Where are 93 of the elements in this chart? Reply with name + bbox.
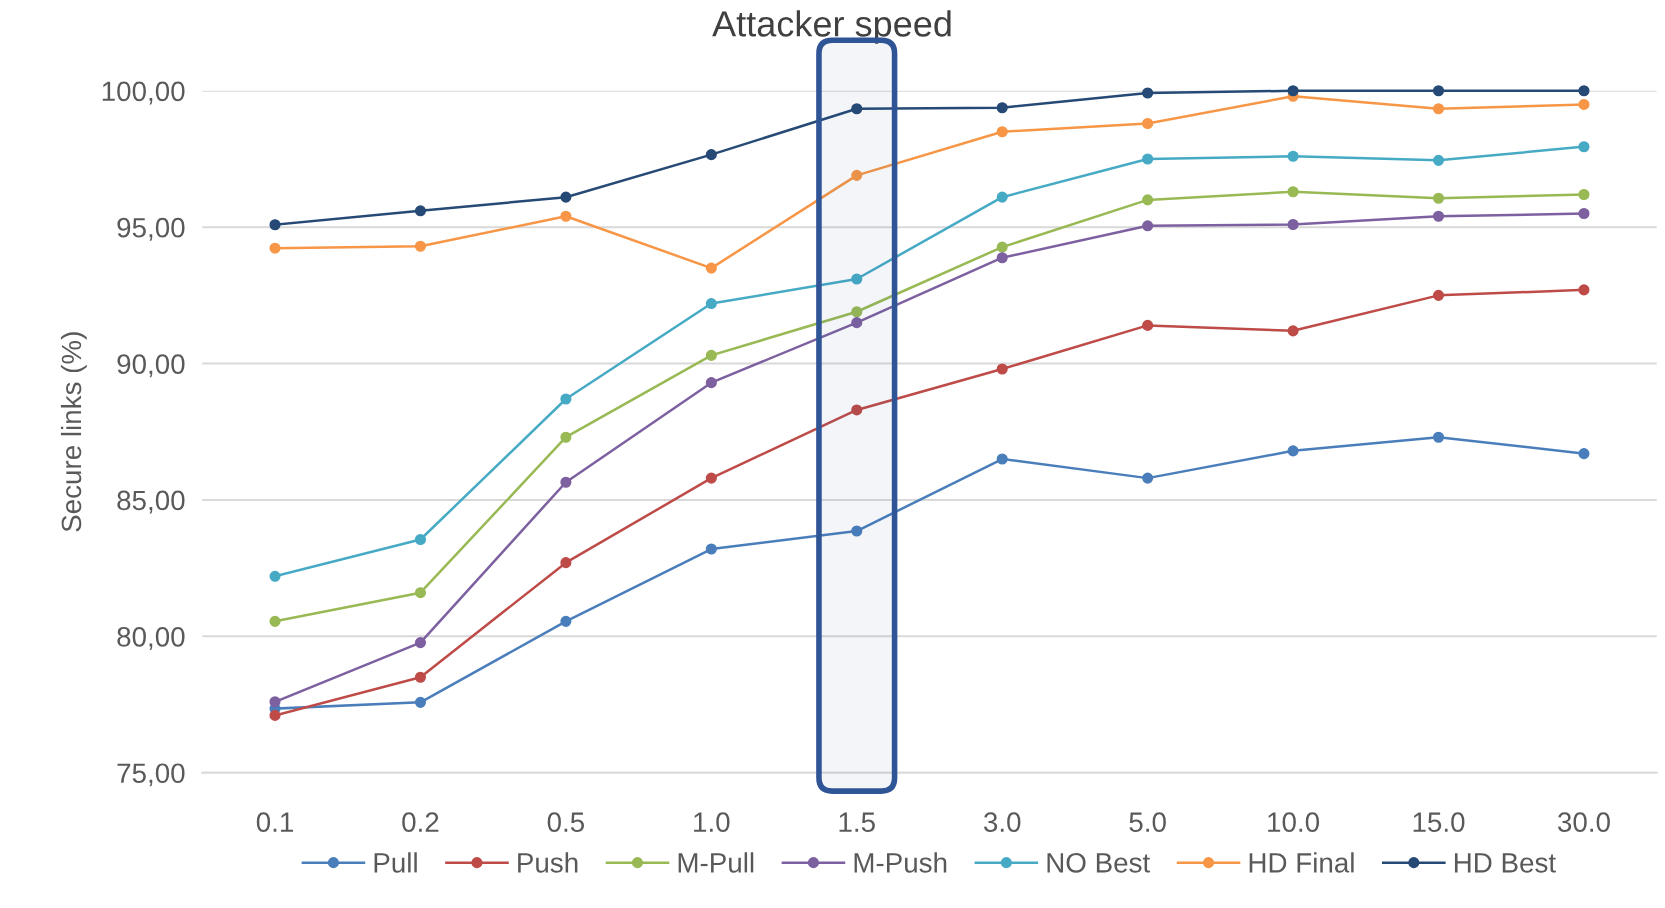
point [705, 149, 717, 161]
point [1432, 431, 1445, 443]
point [1578, 207, 1590, 220]
y-axis-title: Secure links (%) [60, 332, 87, 532]
point [1142, 220, 1154, 232]
point [1142, 87, 1154, 99]
point [1142, 472, 1154, 484]
x-tick-label: 0.1 [256, 812, 293, 832]
point [996, 363, 1008, 375]
point [1287, 218, 1299, 231]
x-tick-label: 1.5 [839, 812, 875, 832]
x-tick-label: 0.2 [402, 812, 439, 832]
point [1142, 319, 1154, 331]
point [1287, 85, 1299, 97]
legend-label: HD Best [1454, 853, 1556, 873]
point [705, 377, 717, 389]
point [996, 126, 1008, 138]
point [269, 615, 281, 627]
point [414, 671, 427, 683]
point [1578, 448, 1590, 460]
y-tick-label: 80,00 [117, 626, 185, 650]
point [560, 393, 572, 405]
chart-title: Attacker speed [712, 10, 951, 44]
point [996, 252, 1008, 264]
point [1432, 192, 1445, 204]
point [1432, 289, 1445, 301]
point [269, 709, 281, 721]
x-tick-label: 10.0 [1268, 812, 1320, 832]
point [1142, 153, 1154, 165]
point [1287, 445, 1299, 457]
point [851, 103, 863, 115]
point [560, 557, 572, 569]
point [560, 191, 572, 203]
point [414, 696, 427, 708]
x-tick-label: 1.0 [694, 812, 730, 832]
point [1432, 103, 1445, 115]
y-tick-label: 95,00 [117, 217, 185, 241]
point [1578, 85, 1590, 97]
point [1142, 194, 1154, 206]
point [560, 615, 572, 627]
point [1578, 98, 1590, 110]
x-tick-label: 0.5 [547, 812, 585, 832]
point [705, 543, 717, 555]
y-tick-label: 100,00 [102, 81, 185, 105]
point [414, 533, 427, 546]
y-tick-label: 75,00 [117, 763, 185, 787]
x-tick-label: 3.0 [983, 812, 1021, 832]
x-tick-label: 5.0 [1129, 812, 1166, 832]
point [1287, 150, 1299, 162]
point [705, 262, 717, 274]
point [996, 453, 1008, 465]
point [1287, 186, 1299, 198]
point [560, 210, 572, 222]
point [851, 169, 863, 181]
legend-label: HD Final [1249, 852, 1354, 873]
point [1578, 188, 1590, 201]
point [851, 306, 863, 318]
point [414, 205, 427, 217]
point [851, 317, 863, 329]
point [1432, 210, 1445, 222]
point [1287, 325, 1299, 337]
point [996, 241, 1008, 253]
x-tick-label: 30.0 [1557, 812, 1610, 832]
x-tick-label: 15.0 [1413, 812, 1465, 832]
point [851, 273, 863, 285]
point [705, 472, 717, 484]
point [560, 476, 572, 488]
point [269, 570, 281, 582]
point [269, 696, 281, 708]
y-tick-label: 85,00 [117, 490, 185, 514]
point [851, 525, 863, 537]
point [414, 240, 427, 252]
legend-label: Push [518, 852, 578, 873]
point [851, 404, 863, 416]
legend-label: M-Pull [678, 852, 754, 873]
point [269, 219, 281, 231]
legend-label: Pull [374, 852, 417, 873]
point [705, 349, 717, 361]
point [1578, 141, 1590, 153]
legend-label: M-Push [854, 852, 947, 873]
point [414, 587, 427, 599]
point [996, 191, 1008, 203]
point [996, 102, 1008, 114]
point [269, 242, 281, 254]
y-tick-label: 90,00 [117, 354, 185, 378]
point [414, 637, 427, 649]
point [705, 297, 717, 310]
legend-label: NO Best [1047, 852, 1150, 873]
point [1578, 284, 1590, 296]
point [560, 431, 572, 443]
point [1142, 117, 1154, 130]
point [1432, 85, 1445, 97]
point [1432, 154, 1445, 166]
